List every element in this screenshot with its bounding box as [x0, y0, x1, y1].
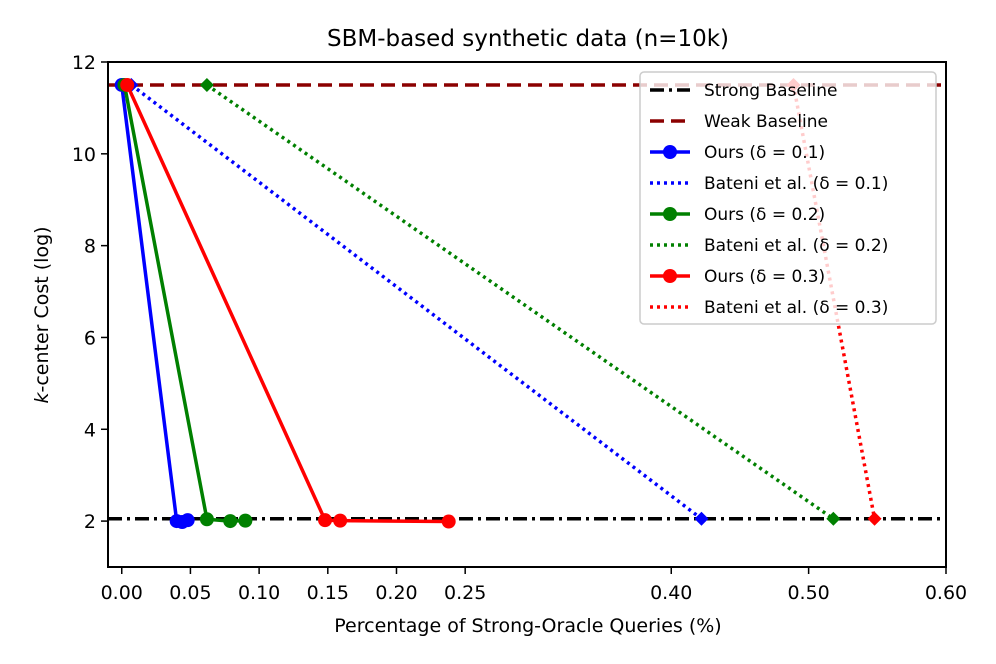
data-point-bateni-et-al-0-2 — [826, 511, 841, 526]
legend-box — [639, 71, 937, 325]
y-tick-label: 12 — [72, 52, 96, 74]
legend-marker-ours-0-3 — [663, 269, 677, 283]
series-line-bateni-et-al-0-1 — [130, 83, 703, 521]
data-point-bateni-et-al-0-1 — [694, 511, 709, 526]
data-point-ours-0-3 — [120, 77, 135, 92]
y-tick-label: 10 — [72, 144, 96, 166]
x-tick-label: 0.25 — [444, 582, 486, 604]
series-bateni-et-al-0-2 — [199, 77, 841, 526]
data-point-ours-0-2 — [223, 514, 238, 529]
legend-label-bateni-et-al-0-3: Bateni et al. (δ = 0.3) — [704, 298, 888, 318]
series-line-ours-0-2 — [122, 84, 246, 523]
chart-title: SBM-based synthetic data (n=10k) — [327, 26, 729, 52]
x-tick-label: 0.15 — [307, 582, 349, 604]
legend-label-bateni-et-al-0-2: Bateni et al. (δ = 0.2) — [704, 236, 888, 256]
x-tick-label: 0.00 — [101, 582, 143, 604]
legend-label-bateni-et-al-0-1: Bateni et al. (δ = 0.1) — [704, 174, 888, 194]
data-point-ours-0-1 — [180, 513, 195, 528]
legend-label-ours-0-2: Ours (δ = 0.2) — [704, 205, 825, 225]
legend: Strong Baseline Weak Baseline Ours (δ = 0.… — [639, 71, 937, 325]
x-tick-label: 0.20 — [375, 582, 417, 604]
legend-label-ours-0-1: Ours (δ = 0.1) — [704, 143, 825, 163]
x-axis-ticks: 0.00 0.05 0.10 0.15 0.20 0.25 0.40 0.50 0.60 — [101, 567, 967, 604]
data-point-ours-0-2 — [238, 513, 253, 528]
y-axis-title: k-center Cost (log) — [31, 226, 53, 403]
x-tick-label: 0.40 — [650, 582, 692, 604]
legend-label-ours-0-3: Ours (δ = 0.3) — [704, 267, 825, 287]
legend-marker-ours-0-2 — [663, 207, 677, 221]
x-tick-label: 0.50 — [787, 582, 829, 604]
series-line-bateni-et-al-0-2 — [205, 83, 835, 521]
legend-label-strong-baseline: Strong Baseline — [704, 81, 838, 101]
y-tick-label: 6 — [84, 327, 96, 349]
data-point-ours-0-3 — [318, 513, 333, 528]
x-axis-title: Percentage of Strong-Oracle Queries (%) — [334, 615, 721, 637]
data-point-bateni-et-al-0-2 — [199, 77, 214, 92]
data-point-ours-0-2 — [199, 512, 214, 527]
y-axis-title-rest: -center Cost (log) — [31, 226, 53, 392]
x-tick-label: 0.05 — [169, 582, 211, 604]
y-tick-label: 8 — [84, 236, 96, 258]
series-line-ours-0-3 — [125, 84, 449, 524]
y-tick-label: 4 — [84, 419, 96, 441]
y-tick-label: 2 — [84, 511, 96, 533]
y-axis-title-k: k — [31, 392, 53, 404]
data-point-ours-0-3 — [333, 513, 348, 528]
legend-label-weak-baseline: Weak Baseline — [704, 112, 828, 132]
y-axis-ticks: 2 4 6 8 10 12 — [72, 52, 108, 533]
data-point-ours-0-3 — [441, 514, 456, 529]
series-ours-0-3 — [120, 77, 456, 529]
x-tick-label: 0.10 — [238, 582, 280, 604]
legend-marker-ours-0-1 — [663, 145, 677, 159]
x-tick-label: 0.60 — [925, 582, 967, 604]
plot-frame — [107, 61, 947, 568]
data-point-bateni-et-al-0-3 — [867, 511, 882, 526]
